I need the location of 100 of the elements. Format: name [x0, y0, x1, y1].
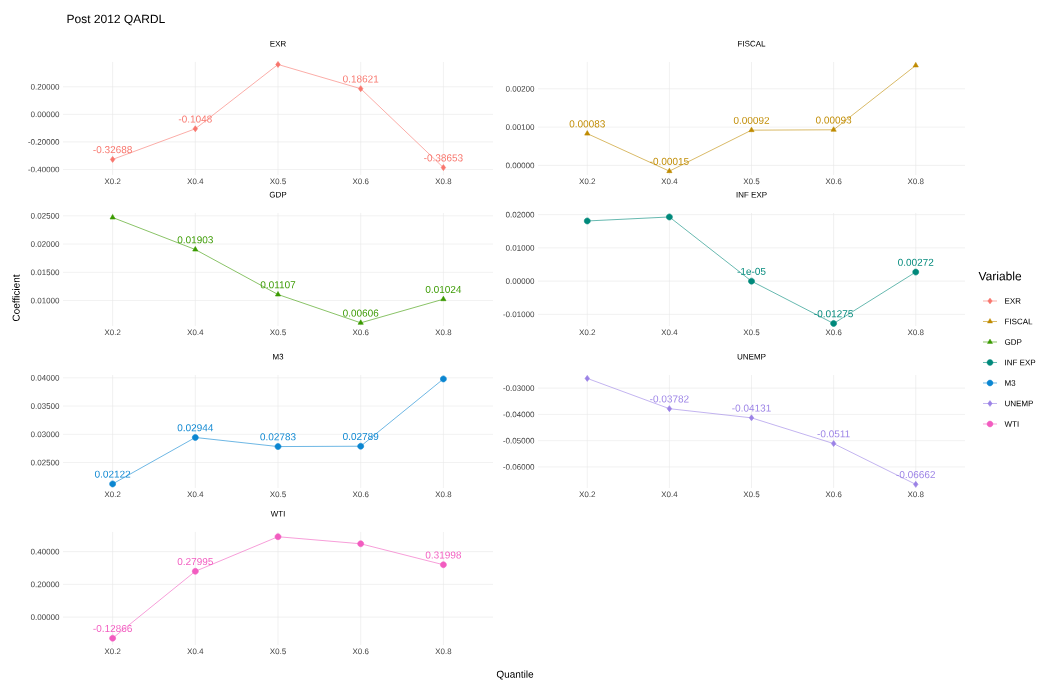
point: [913, 481, 919, 488]
x-tick-label: X0.4: [187, 648, 204, 655]
data-label: -0.03782: [650, 395, 689, 403]
point: [357, 442, 364, 450]
chart-title: UNEMP: [737, 353, 766, 360]
data-label: 0.18621: [343, 75, 379, 83]
x-tick-label: X0.6: [352, 648, 369, 655]
chart-title: INF EXP: [736, 191, 767, 198]
y-tick-label: 0.20000: [30, 581, 60, 588]
x-tick-label: X0.5: [743, 491, 760, 498]
x-tick-label: X0.8: [435, 491, 452, 498]
y-tick-label: 0.00100: [505, 124, 535, 130]
point: [275, 61, 281, 68]
data-label: 0.31998: [425, 551, 462, 559]
point: [274, 533, 282, 541]
point: [109, 480, 116, 488]
x-tick-label: X0.4: [187, 329, 204, 336]
x-tick-label: X0.5: [269, 329, 286, 336]
data-label: -0.1048: [178, 115, 212, 123]
data-label: 0.01024: [425, 285, 462, 293]
x-tick-label: X0.2: [579, 491, 596, 498]
data-label: -0.0511: [817, 430, 850, 438]
data-label: 0.00092: [733, 116, 770, 124]
y-tick-label: -0.40000: [28, 166, 60, 173]
y-tick-label: -0.05000: [503, 437, 535, 444]
point: [748, 126, 755, 132]
x-tick-label: X0.2: [579, 178, 596, 185]
y-tick-label: 0.40000: [30, 548, 60, 555]
point: [110, 156, 116, 163]
y-tick-label: 0.02500: [30, 459, 60, 466]
point: [192, 125, 198, 133]
x-tick-label: X0.8: [435, 178, 452, 185]
point: [912, 268, 920, 276]
point: [666, 167, 673, 173]
y-tick-label: 0.02000: [30, 241, 60, 247]
x-tick-label: X0.2: [104, 178, 121, 185]
point: [584, 375, 590, 382]
x-tick-label: X0.4: [661, 178, 678, 185]
legend-label: GDP: [1004, 339, 1022, 345]
data-label: 0.02944: [177, 424, 214, 432]
data-label: -0.00015: [650, 157, 689, 165]
y-axis-title: Coefficient: [12, 274, 20, 321]
chart-title: GDP: [269, 191, 287, 198]
point: [912, 62, 919, 68]
y-tick-label: -0.03000: [503, 385, 535, 391]
x-tick-label: X0.4: [187, 178, 204, 185]
data-label: 0.00606: [343, 309, 379, 317]
y-tick-label: -0.01000: [503, 311, 535, 318]
y-tick-label: 0.01500: [30, 269, 60, 276]
text: Post 2012 QARDL: [67, 14, 165, 26]
x-tick-label: X0.4: [187, 491, 204, 498]
chart-title: FISCAL: [738, 40, 766, 47]
y-tick-label: 0.00000: [505, 162, 535, 169]
point: [192, 567, 199, 575]
x-axis-title: Quantile: [496, 670, 534, 680]
data-label: -0.04131: [732, 404, 771, 412]
y-tick-label: 0.04000: [30, 374, 60, 381]
point: [357, 319, 364, 325]
x-tick-label: X0.4: [661, 491, 678, 498]
legend-label: WTI: [1004, 421, 1019, 427]
point: [830, 320, 837, 327]
data-label: -1e-05: [737, 267, 766, 275]
y-tick-label: 0.03000: [30, 431, 60, 438]
x-tick-label: X0.8: [435, 648, 452, 655]
data-label: -0.12866: [93, 624, 132, 632]
point: [583, 217, 591, 225]
point: [666, 405, 672, 412]
x-tick-label: X0.5: [743, 329, 760, 336]
x-tick-label: X0.8: [435, 329, 452, 336]
x-tick-label: X0.2: [104, 329, 121, 336]
x-tick-label: X0.2: [104, 491, 121, 498]
point: [192, 246, 199, 252]
x-tick-label: X0.6: [825, 491, 842, 498]
y-tick-label: 0.03500: [30, 403, 60, 409]
point: [748, 414, 755, 422]
x-tick-label: X0.5: [269, 648, 286, 655]
point: [748, 277, 755, 285]
data-label: 0.27995: [177, 558, 213, 566]
x-tick-label: X0.8: [907, 491, 924, 498]
point: [440, 561, 447, 569]
point: [274, 443, 282, 450]
legend-title: Variable: [978, 271, 1022, 281]
point: [109, 634, 116, 642]
point: [831, 440, 837, 447]
data-label: 0.02789: [343, 432, 379, 441]
x-tick-label: X0.8: [907, 329, 924, 336]
legend-label: EXR: [1005, 298, 1021, 304]
x-tick-label: X0.6: [825, 329, 842, 336]
point: [192, 434, 199, 441]
data-label: 0.00272: [898, 258, 934, 266]
y-tick-label: -0.06000: [503, 464, 535, 470]
y-tick-label: 0.02500: [30, 212, 60, 219]
data-label: -0.06662: [896, 471, 935, 479]
x-tick-label: X0.2: [104, 648, 121, 655]
data-label: -0.01275: [814, 310, 853, 318]
y-tick-label: 0.01000: [505, 245, 535, 251]
point: [830, 126, 837, 132]
data-label: 0.02783: [260, 433, 296, 441]
data-label: 0.02122: [94, 470, 131, 478]
chart-title: EXR: [270, 40, 286, 47]
